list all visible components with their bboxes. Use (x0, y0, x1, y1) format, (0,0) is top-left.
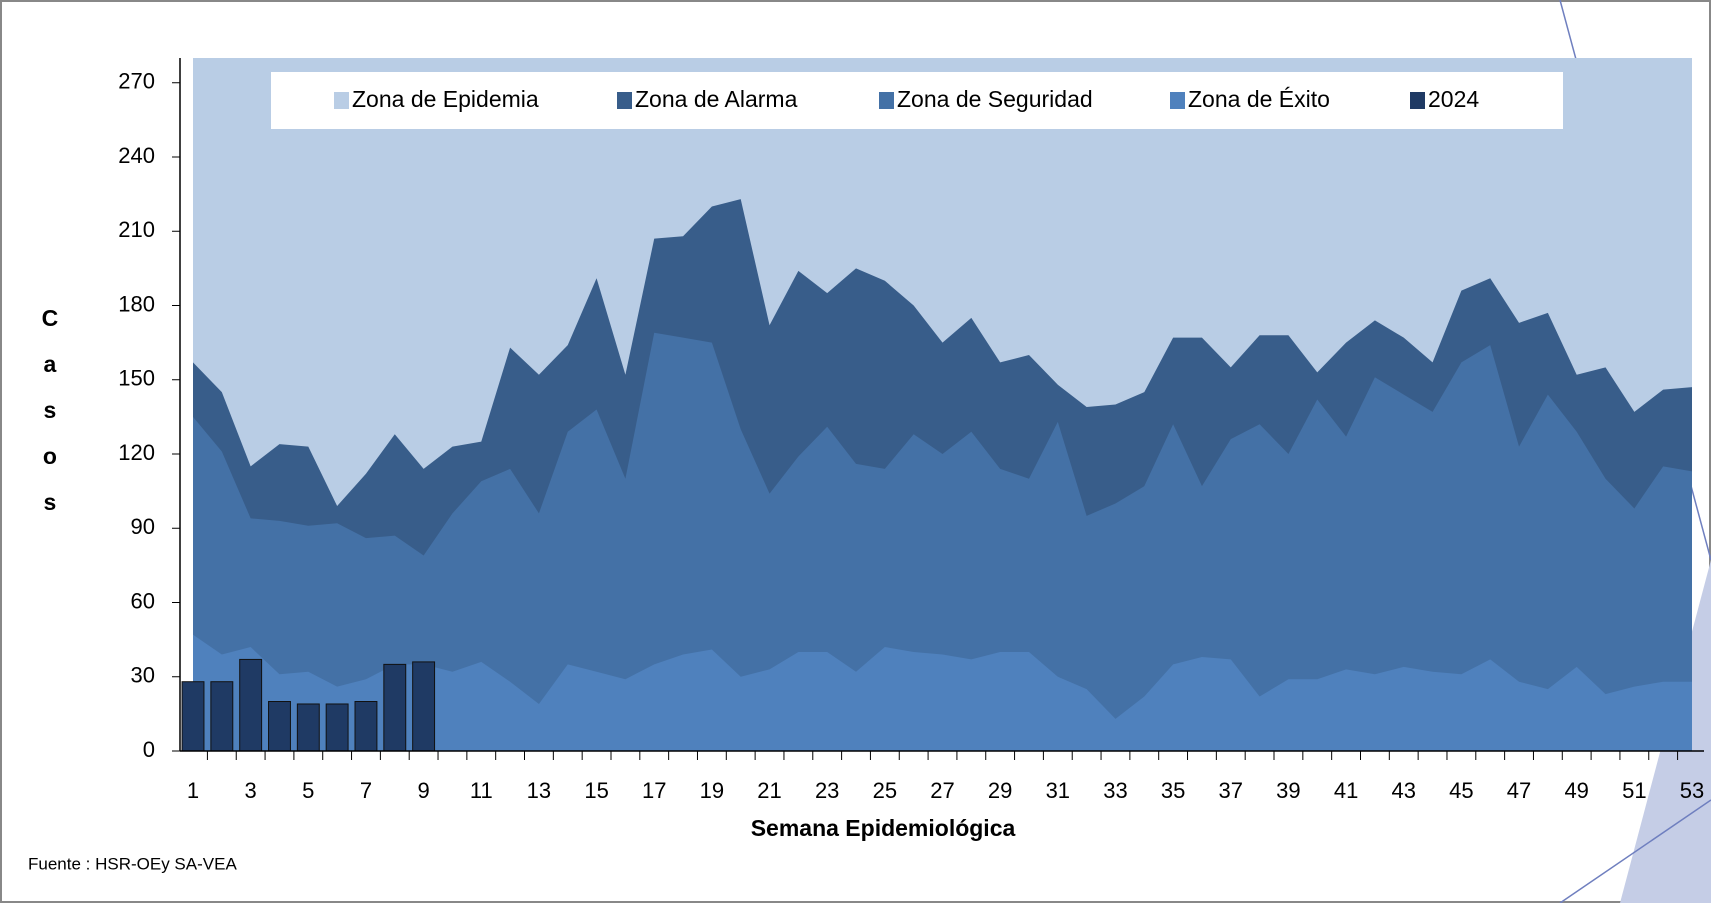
y-tick-label: 60 (131, 588, 155, 613)
area (193, 332, 1692, 751)
x-tick-label: 19 (700, 778, 724, 803)
y-axis-label: Casos (37, 305, 63, 535)
x-tick-label: 7 (360, 778, 372, 803)
legend-label: Zona de Seguridad (897, 86, 1093, 112)
bar (354, 701, 378, 752)
x-tick-label: 43 (1391, 778, 1415, 803)
legend-swatch (1410, 92, 1425, 109)
x-tick-label: 51 (1622, 778, 1646, 803)
x-tick-label: 37 (1219, 778, 1243, 803)
bar (325, 703, 349, 752)
y-tick-label: 240 (118, 143, 155, 168)
source: Fuente : HSR-OEy SA-VEA (28, 854, 237, 873)
x-tick-label: 17 (642, 778, 666, 803)
bar (296, 703, 320, 752)
x-tick-label: 53 (1680, 778, 1704, 803)
x-tick-label: 41 (1334, 778, 1358, 803)
x-tick-label: 35 (1161, 778, 1185, 803)
y-tick-label: 180 (118, 291, 155, 316)
legend-label: 2024 (1428, 86, 1479, 112)
x-tick-label: 9 (417, 778, 429, 803)
bar (210, 681, 234, 752)
bar (383, 663, 407, 752)
x-tick-label: 3 (245, 778, 257, 803)
legend-label: Zona de Alarma (635, 86, 798, 112)
bar (181, 681, 205, 752)
x-tick-label: 33 (1103, 778, 1127, 803)
y-tick-label: 210 (118, 217, 155, 242)
x-tick-label: 29 (988, 778, 1012, 803)
legend-label: Zona de Epidemia (352, 86, 539, 112)
x-tick-label: 13 (527, 778, 551, 803)
bar (239, 658, 263, 752)
legend-box (271, 72, 1563, 129)
legend-swatch (879, 92, 894, 109)
area (193, 634, 1692, 751)
x-tick-label: 11 (470, 778, 493, 803)
plot-area (172, 58, 1704, 760)
decoration (1559, 799, 1711, 903)
x-tick-label: 49 (1564, 778, 1588, 803)
y-tick-label: 150 (118, 366, 155, 391)
x-tick-label: 27 (930, 778, 954, 803)
legend-swatch (617, 92, 632, 109)
x-tick-label: 21 (757, 778, 781, 803)
x-tick-label: 25 (873, 778, 897, 803)
x-tick-label: 31 (1046, 778, 1070, 803)
y-tick-label: 270 (118, 69, 155, 94)
x-tick-label: 15 (584, 778, 608, 803)
x-axis-label: Semana Epidemiológica (751, 815, 1016, 841)
y-tick-label: 120 (118, 440, 155, 465)
x-tick-label: 45 (1449, 778, 1473, 803)
y-tick-label: 0 (143, 737, 155, 762)
x-tick-label: 5 (302, 778, 314, 803)
y-tick-label: 30 (131, 663, 155, 688)
legend-swatch (1170, 92, 1185, 109)
legend-label: Zona de Éxito (1188, 86, 1330, 112)
y-tick-label: 90 (131, 514, 155, 539)
x-tick-label: 23 (815, 778, 839, 803)
x-tick-label: 1 (187, 778, 199, 803)
bar (268, 701, 291, 752)
bar (412, 661, 436, 752)
x-tick-label: 47 (1507, 778, 1531, 803)
legend-swatch (334, 92, 349, 109)
x-tick-label: 39 (1276, 778, 1300, 803)
legend: Zona de Epidemia Zona de Alarma Zona de Se… (334, 86, 1479, 112)
